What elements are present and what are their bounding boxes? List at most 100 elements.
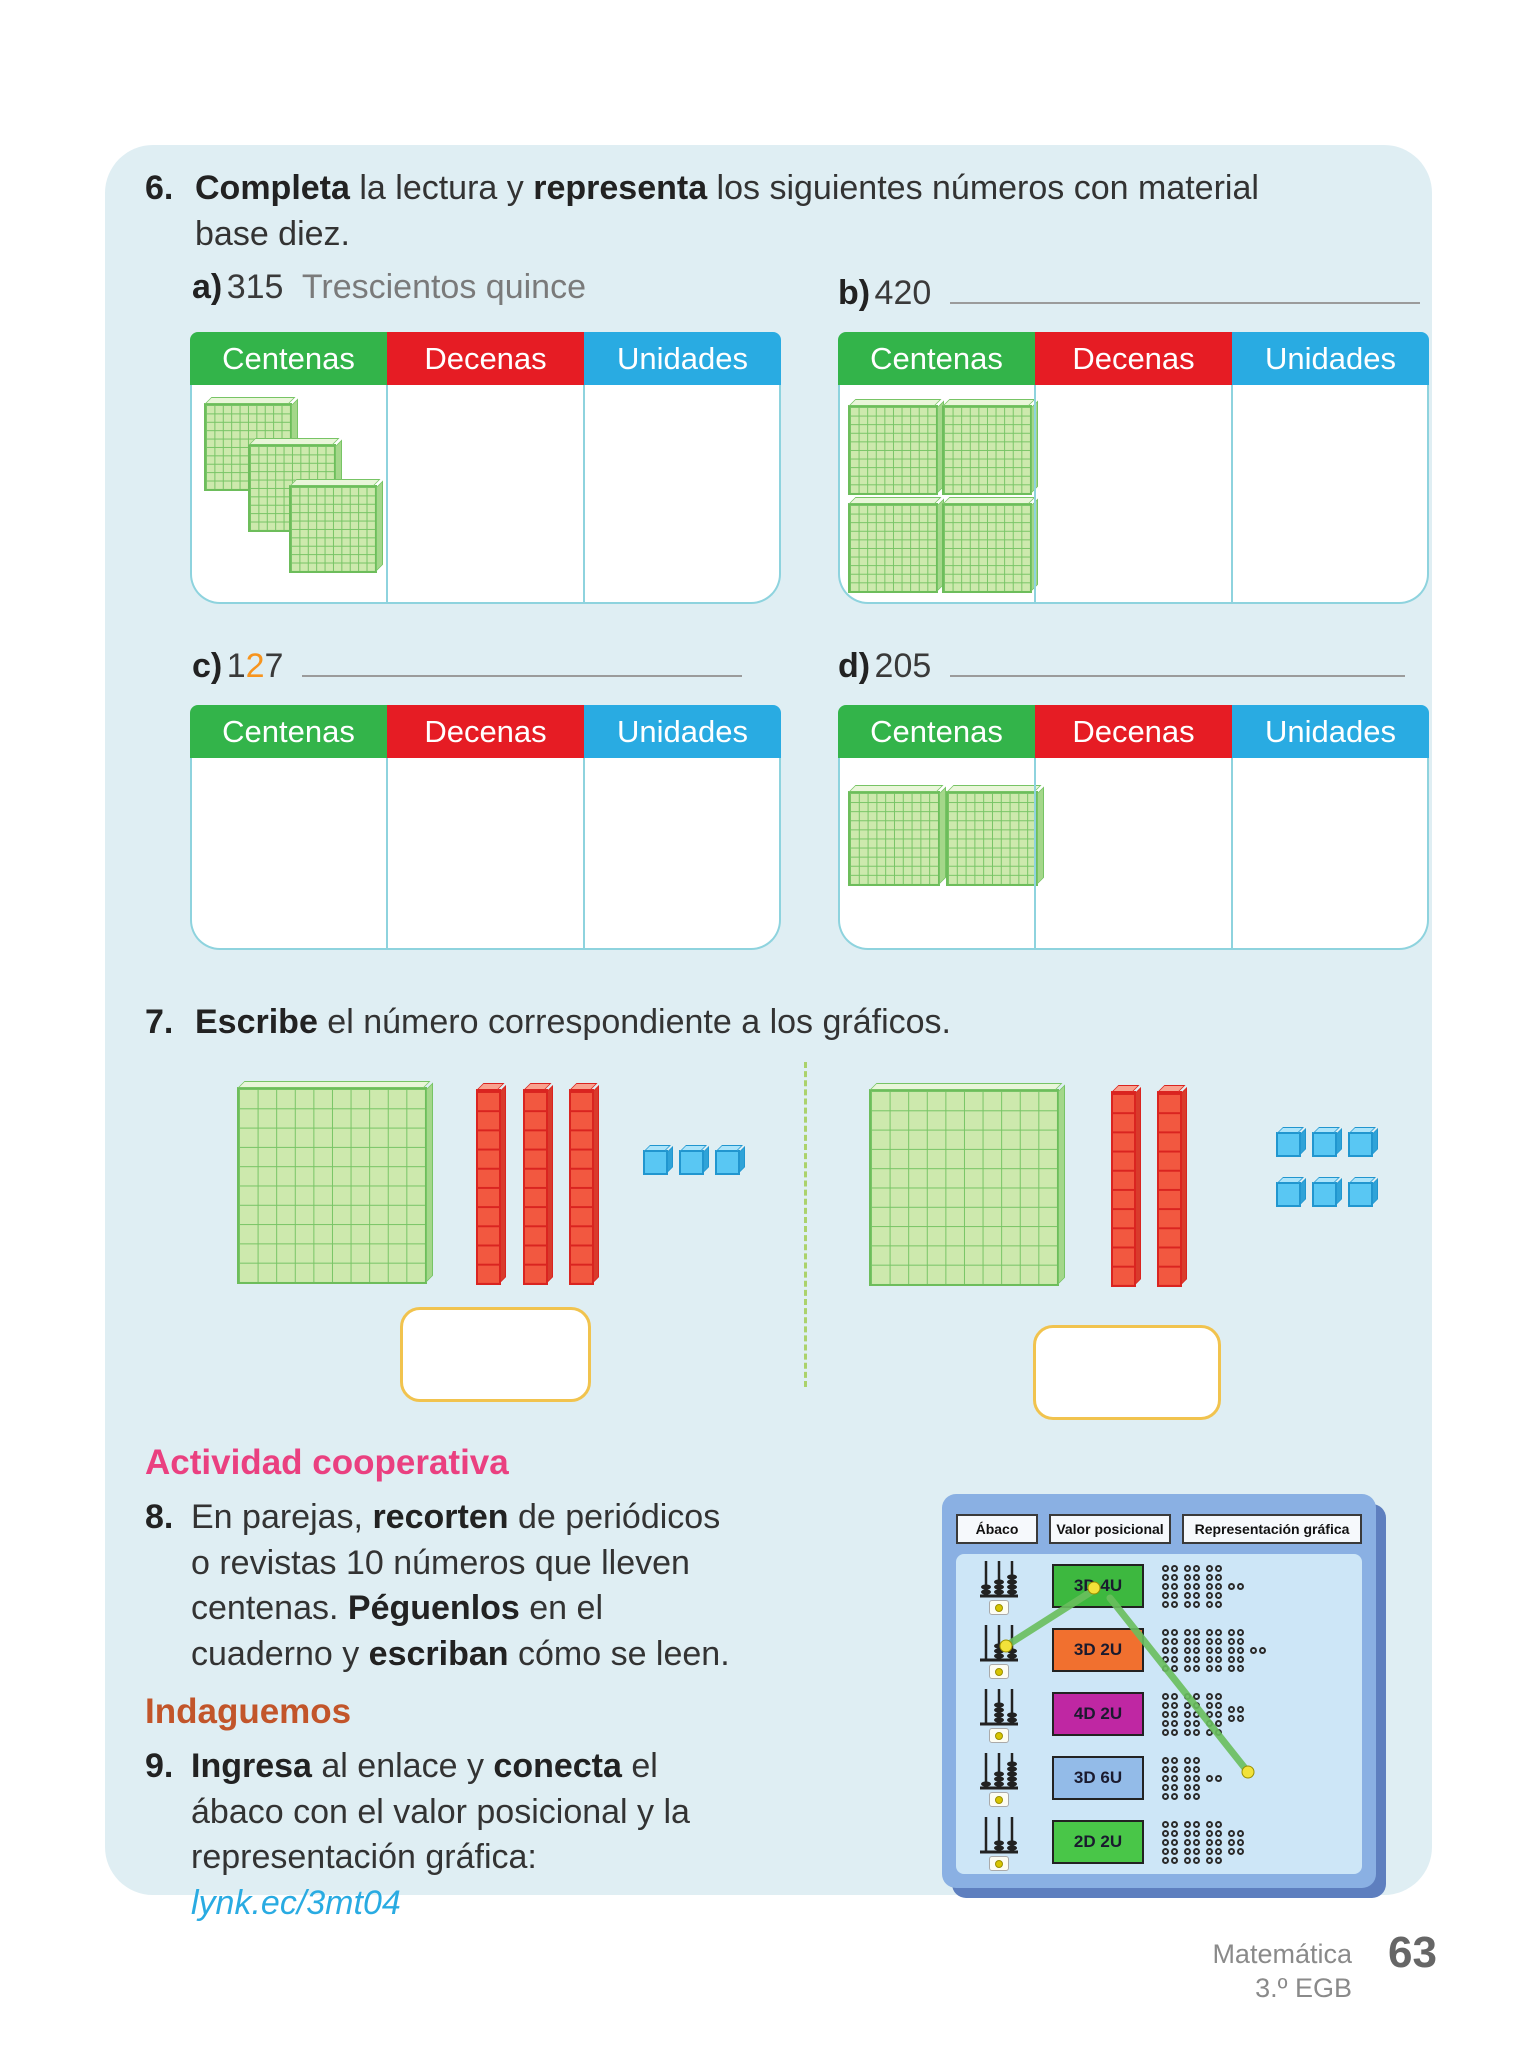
app-header-abaco: Ábaco	[956, 1514, 1038, 1544]
unit-cube	[715, 1150, 740, 1175]
abacus-app-panel: Ábaco Valor posicional Representación gr…	[942, 1494, 1376, 1888]
hundred-square	[289, 485, 377, 573]
table-c-header: Centenas Decenas Unidades	[190, 705, 781, 758]
footer-subject: Matemática	[1212, 1939, 1352, 1969]
ten-rod	[1157, 1091, 1182, 1287]
abacus-radio-button[interactable]	[989, 1856, 1009, 1871]
app-header-valor-posicional: Valor posicional	[1049, 1514, 1171, 1544]
indaguemos-title: Indaguemos	[145, 1692, 352, 1731]
header-decenas: Decenas	[1035, 332, 1232, 385]
app-row: 3D 2U	[956, 1618, 1362, 1682]
table-d-decenas-cell	[1034, 758, 1230, 948]
table-d-unidades-cell	[1230, 758, 1427, 948]
cooperative-activity-title: Actividad cooperativa	[145, 1443, 509, 1482]
place-value-table-c: Centenas Decenas Unidades	[190, 705, 781, 950]
abacus-cell	[956, 1685, 1042, 1743]
exercise7-instructions: 7. Escribe el número correspondiente a l…	[145, 1000, 1395, 1046]
table-d-centenas-cell	[840, 758, 1038, 948]
exercise8-text: 8. En parejas, recorten de periódicos o …	[145, 1495, 751, 1677]
item-c-label-row: c) 127	[192, 641, 742, 686]
dot-representation[interactable]	[1154, 1564, 1362, 1608]
item-a-reading: Trescientos quince	[301, 268, 586, 306]
abacus-radio-button[interactable]	[989, 1600, 1009, 1615]
app-header-representacion: Representación gráfica	[1182, 1514, 1362, 1544]
abacus-radio-button[interactable]	[989, 1792, 1009, 1807]
hundred-square	[942, 405, 1032, 495]
header-decenas: Decenas	[387, 705, 584, 758]
hundred-square	[848, 405, 938, 495]
table-a-centenas-cell	[192, 385, 386, 602]
page-number: 63	[1388, 1928, 1437, 1977]
abacus-icon[interactable]	[976, 1813, 1022, 1855]
value-box[interactable]: 3D 6U	[1052, 1756, 1144, 1800]
dot-representation[interactable]	[1154, 1756, 1362, 1800]
dot-representation[interactable]	[1154, 1628, 1362, 1672]
table-b-decenas-cell	[1034, 385, 1230, 602]
unit-cube	[1312, 1182, 1337, 1207]
place-value-table-d: Centenas Decenas Unidades	[838, 705, 1429, 950]
table-c-decenas-cell	[386, 758, 582, 948]
radio-dot	[995, 1859, 1003, 1868]
app-row: 3D 4U	[956, 1554, 1362, 1618]
hundred-flat	[869, 1089, 1059, 1286]
app-inner-panel: 3D 4U 3D 2U 4D 2U	[956, 1554, 1362, 1874]
item-b-answer-line[interactable]	[949, 268, 1420, 304]
abacus-radio-button[interactable]	[989, 1664, 1009, 1679]
abacus-radio-button[interactable]	[989, 1728, 1009, 1743]
exercise6-number: 6.	[145, 169, 174, 207]
activity-link[interactable]: lynk.ec/3mt04	[191, 1883, 401, 1922]
dot-representation[interactable]	[1154, 1692, 1362, 1736]
header-unidades: Unidades	[584, 705, 781, 758]
hundred-square	[946, 791, 1038, 886]
hundred-square	[848, 791, 940, 886]
footer-subject-block: Matemática 3.º EGB	[1212, 1938, 1352, 2006]
abacus-cell	[956, 1749, 1042, 1807]
abacus-icon[interactable]	[976, 1557, 1022, 1599]
app-row: 3D 6U	[956, 1746, 1362, 1810]
unit-cube	[643, 1150, 668, 1175]
highlighted-digit: 2	[245, 647, 265, 685]
hundred-square	[848, 503, 938, 593]
table-b-header: Centenas Decenas Unidades	[838, 332, 1429, 385]
hundred-flat	[237, 1087, 427, 1284]
value-box[interactable]: 3D 4U	[1052, 1564, 1144, 1608]
unit-cube	[1348, 1182, 1373, 1207]
group2-answer-box[interactable]	[1033, 1325, 1221, 1420]
value-box[interactable]: 4D 2U	[1052, 1692, 1144, 1736]
table-a-unidades-cell	[582, 385, 779, 602]
item-c-answer-line[interactable]	[301, 641, 742, 677]
abacus-icon[interactable]	[976, 1749, 1022, 1791]
app-row: 2D 2U	[956, 1810, 1362, 1874]
table-a-decenas-cell	[386, 385, 582, 602]
exercise7-number: 7.	[145, 1003, 174, 1041]
dot-representation[interactable]	[1154, 1820, 1362, 1864]
group1-answer-box[interactable]	[400, 1307, 591, 1402]
header-unidades: Unidades	[1232, 332, 1429, 385]
abacus-icon[interactable]	[976, 1685, 1022, 1727]
unit-cube	[1312, 1132, 1337, 1157]
app-row: 4D 2U	[956, 1682, 1362, 1746]
header-centenas: Centenas	[190, 332, 387, 385]
ten-rod	[569, 1089, 594, 1285]
value-box[interactable]: 3D 2U	[1052, 1628, 1144, 1672]
value-box[interactable]: 2D 2U	[1052, 1820, 1144, 1864]
table-c-centenas-cell	[192, 758, 386, 948]
place-value-table-a: Centenas Decenas Unidades	[190, 332, 781, 604]
header-unidades: Unidades	[1232, 705, 1429, 758]
exercise9-text: 9. Ingresa al enlace y conecta el ábaco …	[145, 1744, 771, 1926]
table-a-header: Centenas Decenas Unidades	[190, 332, 781, 385]
radio-dot	[995, 1731, 1003, 1740]
header-decenas: Decenas	[387, 332, 584, 385]
unit-cube	[1276, 1132, 1301, 1157]
place-value-table-b: Centenas Decenas Unidades	[838, 332, 1429, 604]
app-header-row: Ábaco Valor posicional Representación gr…	[956, 1514, 1362, 1544]
header-centenas: Centenas	[838, 705, 1035, 758]
abacus-cell	[956, 1621, 1042, 1679]
radio-dot	[995, 1603, 1003, 1612]
unit-cube	[679, 1150, 704, 1175]
ten-rod	[1111, 1091, 1136, 1287]
item-d-answer-line[interactable]	[949, 641, 1405, 677]
abacus-icon[interactable]	[976, 1621, 1022, 1663]
exercise6-instructions: 6. Completa la lectura y representa los …	[145, 166, 1455, 257]
